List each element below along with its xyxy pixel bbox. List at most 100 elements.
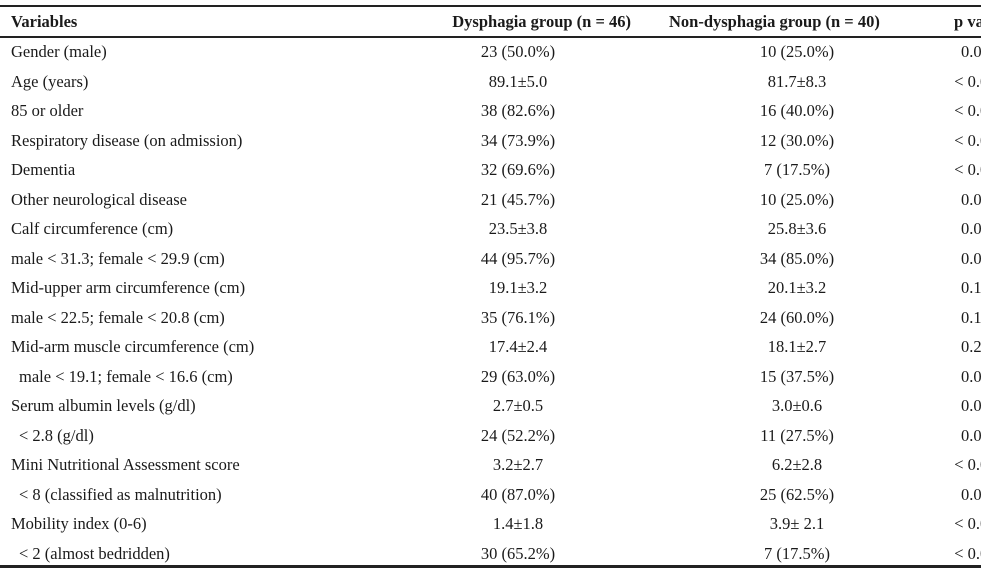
cell-variable: Respiratory disease (on admission) [11,130,243,150]
cell-dysphagia-value: 3.2±2.7 [492,455,544,475]
table-header: Variables Dysphagia group (n = 46) Non-d… [0,7,981,36]
cell-dysphagia-value: 38 (82.6%) [480,101,556,121]
cell-dysphagia-value: 23 (50.0%) [480,41,556,61]
table-row: Age (years) 89.1±5.0 81.7±8.3 < 0.001 [0,67,981,97]
cell-variable: Calf circumference (cm) [11,219,174,239]
table-row: Calf circumference (cm) 23.5±3.8 25.8±3.6 0… [0,215,981,245]
table-row: Mini Nutritional Assessment score 3.2±2.7… [0,451,981,481]
cell-variable: Age (years) [11,71,89,91]
cell-p-value: < 0.001 [954,101,981,121]
cell-p-value: 0.109 [960,307,981,327]
cell-non-dysphagia-value: 16 (40.0%) [759,101,835,121]
cell-dysphagia-value: 24 (52.2%) [480,425,556,445]
cell-p-value: 0.047 [960,189,981,209]
cell-p-value: 0.090 [960,248,981,268]
cell-variable: 85 or older [11,101,84,121]
cell-variable: male < 31.3; female < 29.9 (cm) [11,248,225,268]
cell-variable: Mini Nutritional Assessment score [11,455,240,475]
cell-dysphagia-value: 89.1±5.0 [488,71,548,91]
cell-variable: < 2 (almost bedridden) [19,543,170,563]
cell-non-dysphagia-value: 10 (25.0%) [759,41,835,61]
table-bottom-rule [0,565,981,568]
cell-variable: Mid-upper arm circumference (cm) [11,278,246,298]
cell-non-dysphagia-value: 34 (85.0%) [759,248,835,268]
cell-variable: Gender (male) [11,41,107,61]
cell-non-dysphagia-value: 25.8±3.6 [767,219,827,239]
cell-p-value: < 0.001 [954,543,981,563]
cell-variable: < 2.8 (g/dl) [19,425,94,445]
cell-dysphagia-value: 29 (63.0%) [480,366,556,386]
cell-dysphagia-value: 30 (65.2%) [480,543,556,563]
cell-variable: Other neurological disease [11,189,187,209]
cell-non-dysphagia-value: 11 (27.5%) [760,425,834,445]
cell-variable: Mobility index (0-6) [11,514,147,534]
cell-non-dysphagia-value: 20.1±3.2 [767,278,827,298]
table-row: Respiratory disease (on admission) 34 (73… [0,126,981,156]
cell-non-dysphagia-value: 12 (30.0%) [759,130,835,150]
header-row: Variables Dysphagia group (n = 46) Non-d… [0,7,981,36]
table-row: Dementia 32 (69.6%) 7 (17.5%) < 0.001 [0,156,981,186]
cell-p-value: < 0.001 [954,160,981,180]
cell-dysphagia-value: 1.4±1.8 [492,514,544,534]
characteristics-table: Variables Dysphagia group (n = 46) Non-d… [0,7,981,569]
cell-non-dysphagia-value: 18.1±2.7 [767,337,827,357]
table-row: < 2 (almost bedridden) 30 (65.2%) 7 (17.5%… [0,539,981,569]
cell-non-dysphagia-value: 7 (17.5%) [764,160,830,180]
cell-variable: Serum albumin levels (g/dl) [11,396,196,416]
cell-non-dysphagia-value: 6.2±2.8 [771,455,823,475]
table-header-rule [0,36,981,38]
cell-variable: male < 19.1; female < 16.6 (cm) [19,366,233,386]
cell-p-value: 0.206 [960,337,981,357]
cell-dysphagia-value: 2.7±0.5 [492,396,544,416]
cell-dysphagia-value: 23.5±3.8 [488,219,548,239]
cell-p-value: 0.018 [960,366,981,386]
cell-p-value: < 0.001 [954,455,981,475]
cell-dysphagia-value: 35 (76.1%) [480,307,556,327]
cell-non-dysphagia-value: 15 (37.5%) [759,366,835,386]
table-row: Mid-arm muscle circumference (cm) 17.4±2.… [0,333,981,363]
table-row: Mid-upper arm circumference (cm) 19.1±3.2… [0,274,981,304]
table-row: < 8 (classified as malnutrition) 40 (87.0… [0,480,981,510]
cell-p-value: < 0.001 [954,514,981,534]
table-row: male < 19.1; female < 16.6 (cm) 29 (63.0%… [0,362,981,392]
table-row: Mobility index (0-6) 1.4±1.8 3.9± 2.1 < 0.0… [0,510,981,540]
cell-p-value: 0.008 [960,484,981,504]
table-row: 85 or older 38 (82.6%) 16 (40.0%) < 0.001 [0,97,981,127]
cell-p-value: 0.003 [960,396,981,416]
cell-dysphagia-value: 32 (69.6%) [480,160,556,180]
table-top-rule [0,5,981,7]
cell-dysphagia-value: 44 (95.7%) [480,248,556,268]
cell-non-dysphagia-value: 24 (60.0%) [759,307,835,327]
header-p-value: p value [954,11,981,31]
table-row: Serum albumin levels (g/dl) 2.7±0.5 3.0±0.… [0,392,981,422]
cell-variable: male < 22.5; female < 20.8 (cm) [11,307,225,327]
cell-variable: Mid-arm muscle circumference (cm) [11,337,255,357]
cell-non-dysphagia-value: 7 (17.5%) [764,543,830,563]
table-row: male < 22.5; female < 20.8 (cm) 35 (76.1%… [0,303,981,333]
cell-dysphagia-value: 21 (45.7%) [480,189,556,209]
cell-dysphagia-value: 17.4±2.4 [488,337,548,357]
table-row: Gender (male) 23 (50.0%) 10 (25.0%) 0.014 [0,36,981,67]
table-row: Other neurological disease 21 (45.7%) 10 (… [0,185,981,215]
header-non-dysphagia-group: Non-dysphagia group (n = 40) [669,11,880,31]
cell-p-value: 0.141 [960,278,981,298]
header-variables: Variables [11,11,78,31]
cell-non-dysphagia-value: 3.0±0.6 [771,396,823,416]
table-row: < 2.8 (g/dl) 24 (52.2%) 11 (27.5%) 0.016 [0,421,981,451]
table-row: male < 31.3; female < 29.9 (cm) 44 (95.7%… [0,244,981,274]
cell-non-dysphagia-value: 3.9± 2.1 [769,514,825,534]
header-dysphagia-group: Dysphagia group (n = 46) [452,11,631,31]
table-body: Gender (male) 23 (50.0%) 10 (25.0%) 0.014 Ag… [0,36,981,569]
cell-dysphagia-value: 19.1±3.2 [488,278,548,298]
cell-dysphagia-value: 34 (73.9%) [480,130,556,150]
cell-variable: < 8 (classified as malnutrition) [19,484,222,504]
cell-p-value: < 0.001 [954,71,981,91]
cell-p-value: 0.016 [960,425,981,445]
cell-p-value: 0.014 [960,41,981,61]
cell-p-value: < 0.001 [954,130,981,150]
cell-dysphagia-value: 40 (87.0%) [480,484,556,504]
cell-non-dysphagia-value: 10 (25.0%) [759,189,835,209]
cell-variable: Dementia [11,160,76,180]
cell-p-value: 0.006 [960,219,981,239]
